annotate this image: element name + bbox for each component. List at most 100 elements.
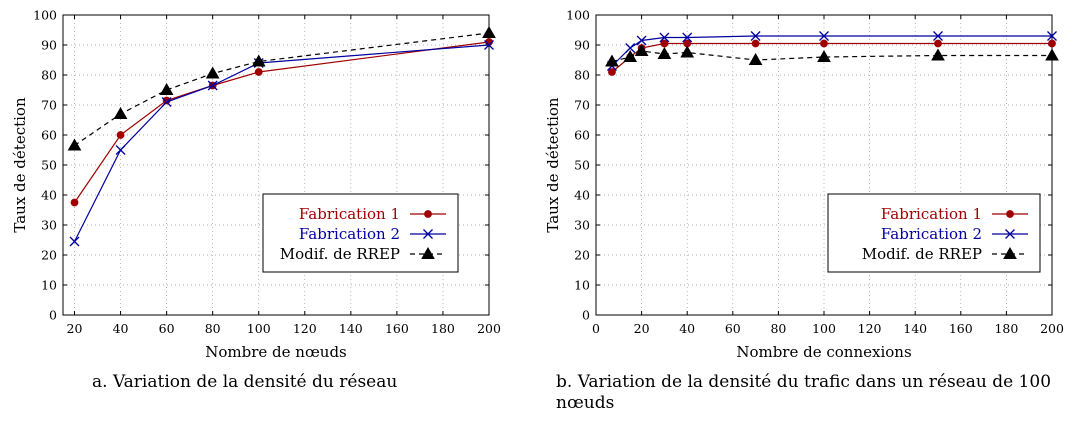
data-point <box>116 131 125 139</box>
y-tick-label: 20 <box>574 248 590 263</box>
legend-label: Fabrication 2 <box>299 225 400 243</box>
x-tick-label: 140 <box>903 321 927 336</box>
y-tick-label: 90 <box>574 38 590 53</box>
x-tick-label: 180 <box>431 321 455 336</box>
legend-marker <box>424 210 432 218</box>
x-tick-label: 200 <box>477 321 501 336</box>
series-line <box>74 41 490 203</box>
legend-label: Fabrication 1 <box>299 205 400 223</box>
y-tick-label: 40 <box>41 188 57 203</box>
data-point <box>682 32 693 43</box>
legend-marker <box>423 229 433 239</box>
y-tick-label: 80 <box>41 68 57 83</box>
data-point <box>207 80 218 91</box>
x-tick-label: 200 <box>1040 321 1064 336</box>
data-point <box>69 236 80 247</box>
y-tick-label: 50 <box>41 158 57 173</box>
y-tick-label: 0 <box>582 308 590 323</box>
series-fabrication-1 <box>70 38 493 207</box>
data-point <box>67 138 82 151</box>
data-point <box>680 45 695 58</box>
series-fabrication-2 <box>607 31 1057 71</box>
chart-a: 20 40 60 80 100 120 140 160 180 200 0 10 20 30 40 50 60 7… <box>11 8 501 362</box>
y-tick-label: 0 <box>49 308 57 323</box>
x-tick-label: 80 <box>205 321 221 336</box>
y-tick-label: 80 <box>574 68 590 83</box>
legend-label: Modif. de RREP <box>862 245 982 263</box>
data-point <box>251 54 266 67</box>
data-point <box>115 145 126 155</box>
data-point <box>1047 31 1057 41</box>
data-point <box>254 68 263 76</box>
data-point <box>1045 48 1059 61</box>
series-line <box>611 50 1052 63</box>
x-tick-label: 100 <box>247 321 271 336</box>
x-tick-label: 0 <box>592 321 600 336</box>
legend-marker <box>1006 210 1014 218</box>
data-point <box>933 31 943 41</box>
y-tick-label: 70 <box>41 98 57 113</box>
legend-marker <box>421 246 435 259</box>
data-point <box>1048 39 1056 48</box>
data-point <box>659 32 670 43</box>
series-fabrication-2 <box>69 40 494 247</box>
data-point <box>623 49 638 62</box>
data-point <box>625 43 636 53</box>
y-axis-title: Taux de détection <box>544 97 562 233</box>
data-point <box>70 198 79 207</box>
data-point <box>484 40 494 50</box>
y-tick-label: 40 <box>574 188 590 203</box>
series-line <box>73 44 490 242</box>
y-tick-label: 50 <box>574 158 590 173</box>
x-tick-label: 120 <box>858 321 882 336</box>
x-axis-title: Nombre de nœuds <box>205 343 347 361</box>
legend-label: Modif. de RREP <box>280 245 400 263</box>
legend-marker <box>1003 246 1017 259</box>
data-point <box>159 82 174 95</box>
series-fabrication-1 <box>608 39 1056 76</box>
x-tick-label: 60 <box>725 321 741 336</box>
data-point <box>636 35 647 46</box>
legend: Fabrication 1 Fabrication 2 Modif. de RREP <box>262 193 459 273</box>
data-point <box>482 25 496 38</box>
y-tick-label: 30 <box>41 218 57 233</box>
legend-marker <box>1005 229 1015 239</box>
y-tick-label: 10 <box>574 278 590 293</box>
y-axis-title: Taux de détection <box>11 97 29 233</box>
data-point <box>751 39 760 48</box>
x-tick-label: 140 <box>339 321 363 336</box>
data-point <box>634 43 649 56</box>
legend-label: Fabrication 1 <box>881 205 982 223</box>
x-tick-label: 160 <box>949 321 973 336</box>
chart-b: 0 20 40 60 80 100 120 140 160 180 200 0 10 20 30 40 50 60… <box>544 8 1064 362</box>
caption-a: a. Variation de la densité du réseau <box>92 372 398 392</box>
data-point <box>161 97 172 107</box>
y-tick-label: 100 <box>33 8 57 23</box>
series-line <box>611 42 1052 73</box>
data-point <box>934 39 942 48</box>
legend-box <box>262 193 459 273</box>
x-tick-label: 60 <box>159 321 175 336</box>
legend-label: Fabrication 2 <box>881 225 982 243</box>
series-modif-de-rrep <box>605 43 1059 67</box>
data-point <box>820 39 828 48</box>
data-point <box>817 49 831 62</box>
x-tick-label: 40 <box>113 321 129 336</box>
legend: Fabrication 1 Fabrication 2 Modif. de RREP <box>827 193 1041 273</box>
y-tick-label: 60 <box>41 128 57 143</box>
x-tick-label: 80 <box>770 321 786 336</box>
caption-b: b. Variation de la densité du trafic dan… <box>556 372 1052 413</box>
data-point <box>608 68 616 76</box>
y-tick-label: 60 <box>574 128 590 143</box>
data-point <box>660 39 669 48</box>
x-tick-label: 20 <box>67 321 83 336</box>
data-point <box>819 31 829 41</box>
data-point <box>931 48 945 61</box>
y-tick-label: 70 <box>574 98 590 113</box>
y-tick-label: 20 <box>41 248 57 263</box>
x-tick-label: 120 <box>293 321 317 336</box>
y-tick-label: 90 <box>41 38 57 53</box>
x-tick-label: 40 <box>679 321 695 336</box>
data-point <box>605 54 619 67</box>
